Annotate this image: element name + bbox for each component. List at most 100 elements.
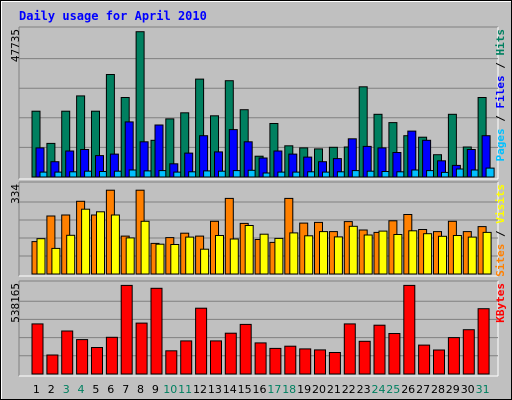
legend-entry: Sites	[494, 237, 507, 277]
bar-sites-day-26	[408, 230, 418, 275]
day-label-1: 1	[33, 383, 40, 396]
panel-hits-legend: Pages / Files / Hits	[494, 29, 507, 162]
day-label-21: 21	[327, 383, 341, 396]
panel-kbytes-max-label: 538165	[9, 283, 22, 323]
bar-sites-day-9	[155, 243, 165, 275]
bar-sites-day-30	[467, 236, 477, 275]
day-label-12: 12	[193, 383, 207, 396]
legend-entry: /	[494, 109, 507, 122]
bar-sites-day-18	[289, 232, 299, 275]
day-label-9: 9	[152, 383, 159, 396]
bar-kbytes-day-11	[180, 340, 193, 375]
bar-sites-day-14	[229, 238, 239, 275]
day-label-8: 8	[137, 383, 144, 396]
bar-visits-day-2	[46, 215, 56, 275]
bar-visits-day-14	[224, 197, 234, 275]
bar-sites-day-21	[333, 236, 343, 275]
bar-files-day-14	[228, 129, 238, 178]
bar-sites-day-11	[185, 236, 195, 275]
day-label-3: 3	[63, 383, 70, 396]
bar-kbytes-day-25	[388, 333, 401, 375]
day-label-6: 6	[107, 383, 114, 396]
bar-pages-day-31	[485, 167, 495, 178]
day-label-31: 31	[476, 383, 490, 396]
bar-kbytes-day-10	[165, 350, 178, 375]
bar-kbytes-day-9	[150, 287, 163, 375]
bar-kbytes-day-4	[76, 339, 89, 375]
day-label-14: 14	[223, 383, 237, 396]
legend-entry: /	[494, 224, 507, 237]
day-label-19: 19	[297, 383, 311, 396]
bar-sites-day-15	[244, 225, 254, 275]
day-label-17: 17	[267, 383, 281, 396]
bar-files-day-7	[124, 121, 134, 178]
legend-entry: Visits	[494, 184, 507, 224]
legend-entry: KBytes	[494, 283, 507, 323]
bar-kbytes-day-17	[269, 347, 282, 375]
bar-kbytes-day-22	[343, 323, 356, 375]
bar-kbytes-day-18	[284, 345, 297, 375]
day-label-5: 5	[92, 383, 99, 396]
day-label-13: 13	[208, 383, 222, 396]
bar-kbytes-day-2	[46, 354, 59, 375]
bar-sites-day-13	[215, 235, 224, 275]
bar-sites-day-10	[170, 244, 180, 275]
bar-sites-day-24	[378, 230, 388, 275]
day-label-25: 25	[386, 383, 400, 396]
bar-sites-day-3	[66, 234, 76, 275]
bar-kbytes-day-30	[462, 329, 475, 375]
bar-kbytes-day-6	[105, 336, 118, 375]
panel-hits-max-label: 47735	[9, 29, 22, 62]
bar-kbytes-day-26	[403, 284, 416, 375]
day-label-29: 29	[446, 383, 460, 396]
day-label-24: 24	[372, 383, 386, 396]
bar-sites-day-2	[51, 247, 61, 275]
day-label-27: 27	[416, 383, 430, 396]
day-label-15: 15	[238, 383, 252, 396]
bar-files-day-9	[154, 124, 164, 178]
bar-kbytes-day-29	[447, 337, 460, 375]
legend-entry: Files	[494, 69, 507, 109]
bar-sites-day-4	[81, 208, 91, 275]
legend-entry: /	[494, 56, 507, 69]
bar-sites-day-25	[393, 234, 403, 275]
day-label-18: 18	[282, 383, 296, 396]
bar-sites-day-22	[348, 225, 358, 275]
bar-sites-day-5	[96, 211, 105, 275]
bar-sites-day-31	[482, 231, 492, 275]
bar-kbytes-day-31	[477, 308, 490, 375]
bar-kbytes-day-12	[195, 307, 208, 375]
bar-sites-day-12	[200, 248, 210, 275]
bar-sites-day-16	[259, 233, 269, 275]
bar-kbytes-day-20	[314, 349, 326, 375]
legend-entry: Pages	[494, 122, 507, 162]
bar-kbytes-day-7	[120, 284, 133, 375]
day-label-10: 10	[163, 383, 177, 396]
bar-sites-day-23	[363, 234, 373, 275]
bar-sites-day-27	[423, 233, 433, 275]
bar-kbytes-day-21	[328, 352, 341, 375]
day-label-28: 28	[431, 383, 445, 396]
day-label-26: 26	[401, 383, 415, 396]
panel-visits-max-label: 334	[9, 184, 22, 204]
chart-title: Daily usage for April 2010	[19, 9, 207, 23]
legend-entry: Hits	[494, 29, 507, 56]
bar-kbytes-day-16	[254, 342, 267, 375]
panel-visits-legend: Sites / Visits	[494, 184, 507, 277]
bar-kbytes-day-5	[91, 347, 103, 375]
bar-kbytes-day-19	[299, 348, 312, 375]
day-label-11: 11	[178, 383, 192, 396]
bar-kbytes-day-24	[373, 324, 386, 375]
bar-sites-day-6	[110, 214, 120, 275]
day-label-2: 2	[48, 383, 55, 396]
bar-sites-day-1	[36, 238, 46, 275]
bar-kbytes-day-8	[135, 322, 148, 375]
day-label-20: 20	[312, 383, 326, 396]
day-label-30: 30	[461, 383, 475, 396]
bar-sites-day-7	[125, 237, 135, 275]
bar-sites-day-29	[452, 235, 462, 275]
bar-kbytes-day-14	[224, 332, 237, 375]
bar-kbytes-day-1	[31, 323, 44, 375]
